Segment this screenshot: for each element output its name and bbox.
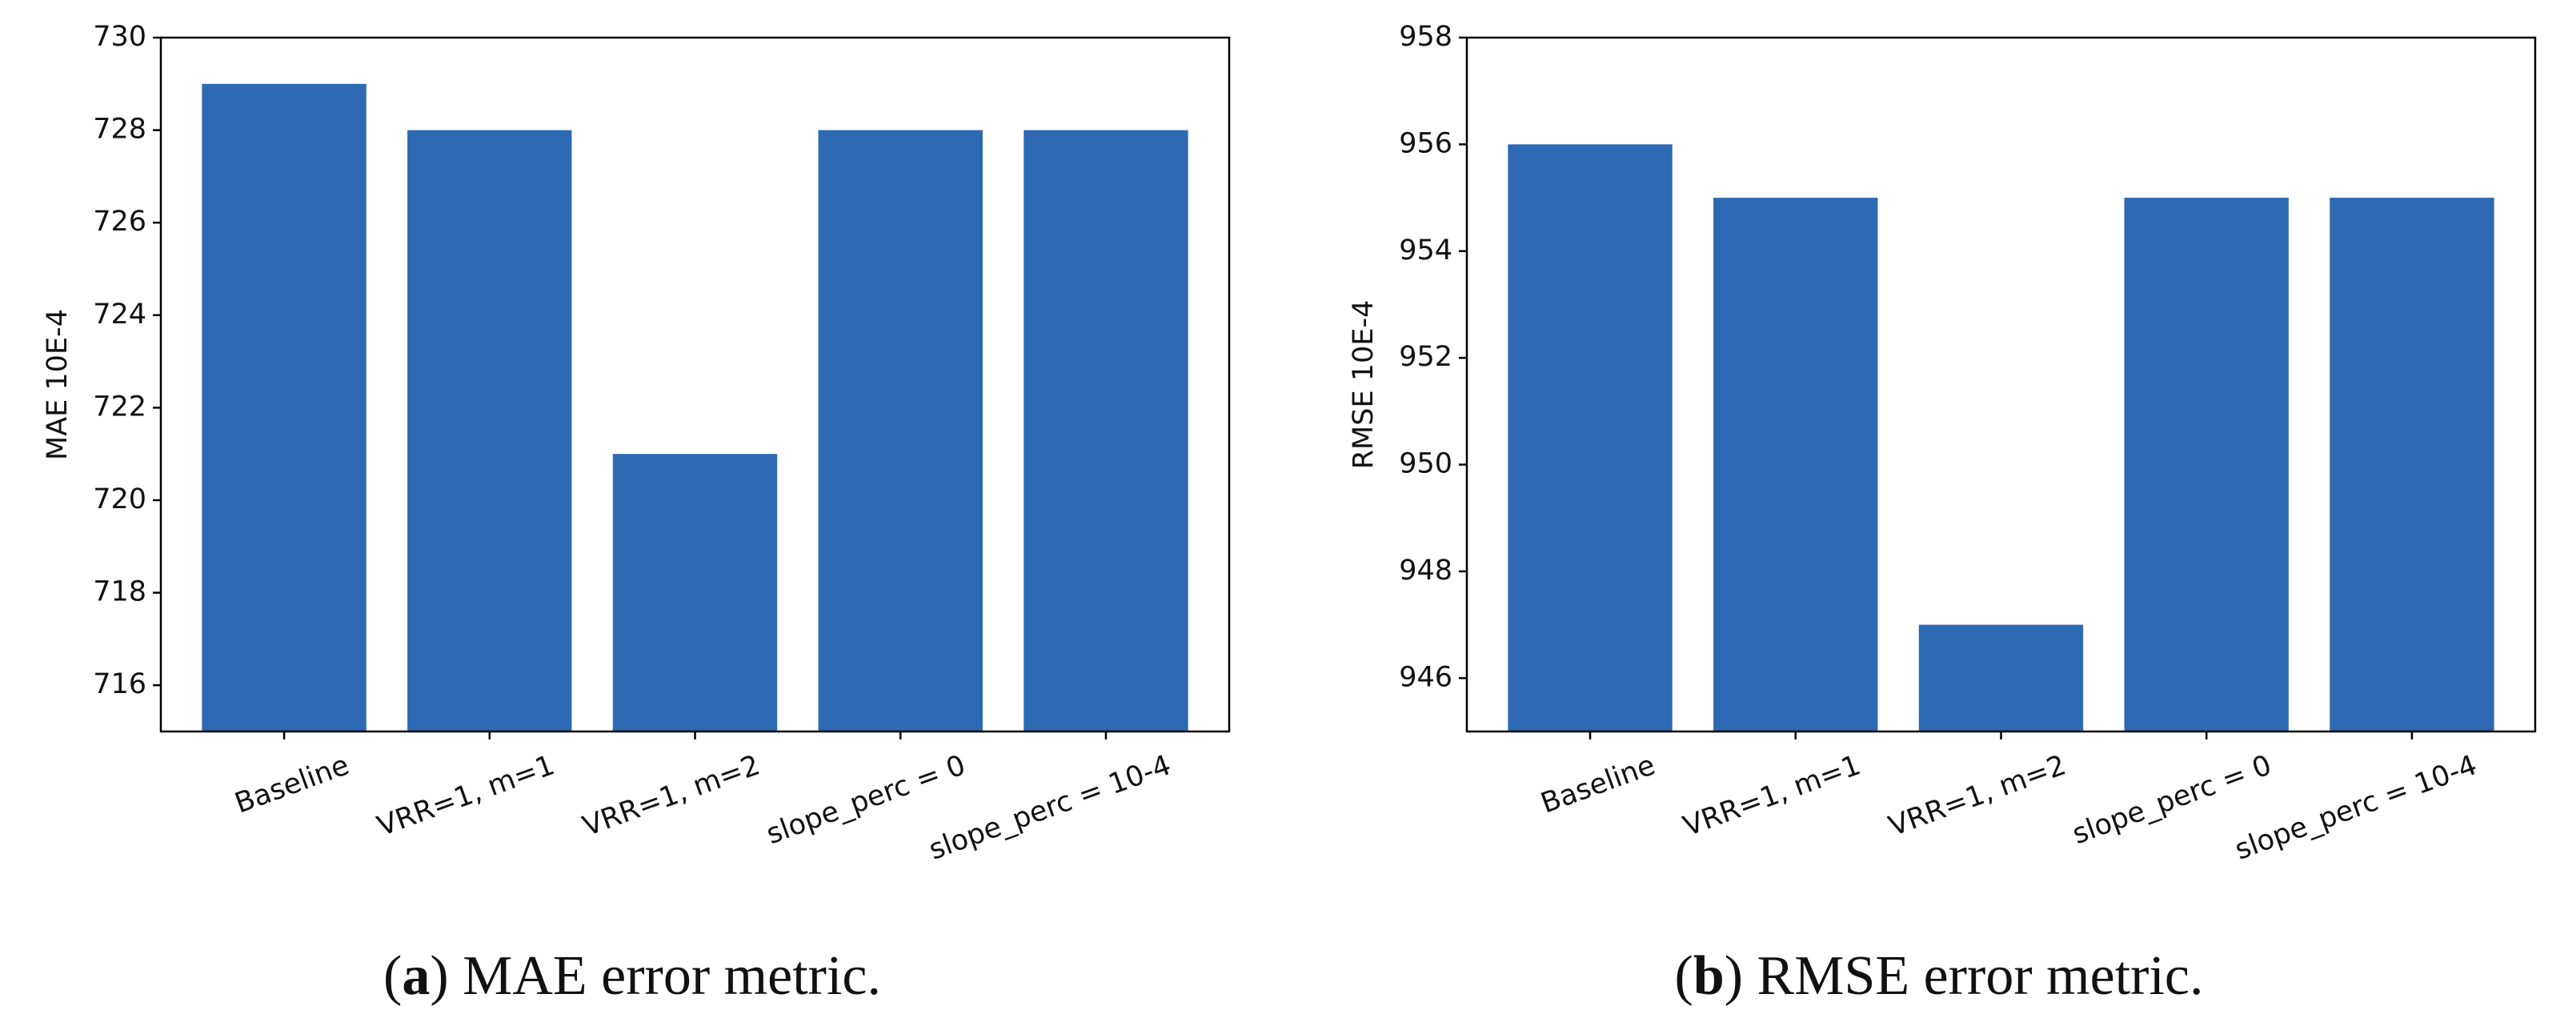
x-tick-label: VRR=1, m=2 bbox=[579, 749, 764, 843]
caption-part: b bbox=[1693, 945, 1725, 1007]
y-tick-label: 724 bbox=[93, 299, 146, 331]
bar bbox=[1508, 144, 1673, 731]
bar bbox=[818, 130, 983, 732]
y-tick-label: 718 bbox=[93, 576, 146, 608]
bar bbox=[202, 83, 367, 732]
y-tick-label: 722 bbox=[93, 391, 146, 423]
bar bbox=[1918, 624, 2084, 731]
caption-part: a bbox=[402, 945, 430, 1007]
x-tick-label: Baseline bbox=[230, 749, 353, 820]
x-tick-label: Baseline bbox=[1536, 749, 1659, 820]
bar bbox=[407, 130, 572, 732]
caption-part: ( bbox=[1675, 945, 1693, 1007]
x-tick-label: VRR=1, m=1 bbox=[373, 749, 559, 843]
y-tick-label: 952 bbox=[1399, 341, 1452, 373]
y-tick-label: 948 bbox=[1399, 555, 1452, 587]
axes-frame bbox=[159, 36, 1231, 733]
bar bbox=[1024, 130, 1188, 732]
x-tick-label: VRR=1, m=2 bbox=[1885, 749, 2070, 843]
y-axis-label: MAE 10E-4 bbox=[42, 309, 74, 460]
y-tick-label: 946 bbox=[1399, 661, 1452, 693]
y-tick-label: 728 bbox=[93, 114, 146, 146]
y-tick-label: 716 bbox=[93, 668, 146, 700]
y-tick-label: 954 bbox=[1399, 234, 1452, 267]
y-tick-label: 720 bbox=[93, 483, 146, 515]
caption-part: ( bbox=[383, 945, 402, 1007]
bar bbox=[612, 454, 778, 731]
y-tick-label: 726 bbox=[93, 206, 146, 238]
y-tick-label: 958 bbox=[1399, 21, 1452, 53]
y-tick-label: 730 bbox=[93, 21, 146, 53]
caption-part: ) MAE error metric. bbox=[430, 945, 881, 1007]
bar bbox=[2124, 198, 2289, 732]
y-tick-label: 956 bbox=[1399, 127, 1452, 159]
caption: (a) MAE error metric. bbox=[383, 945, 881, 1007]
y-axis-label: RMSE 10E-4 bbox=[1348, 300, 1380, 470]
x-tick-label: VRR=1, m=1 bbox=[1679, 749, 1865, 843]
caption-part: ) RMSE error metric. bbox=[1725, 945, 2204, 1007]
bar bbox=[1713, 198, 1878, 732]
bar bbox=[2330, 198, 2494, 732]
axes-frame bbox=[1465, 36, 2537, 733]
y-tick-label: 950 bbox=[1399, 448, 1452, 480]
caption: (b) RMSE error metric. bbox=[1675, 945, 2204, 1007]
